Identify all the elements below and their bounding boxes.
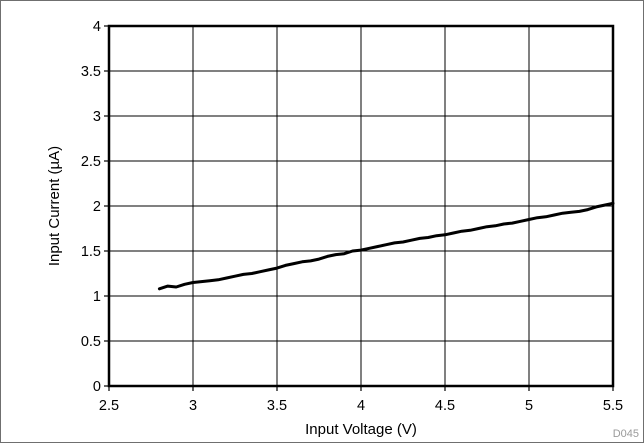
- y-tick-label: 3.5: [81, 64, 101, 80]
- series-line-1: [157, 201, 615, 291]
- x-tick-label: 3.5: [267, 398, 287, 414]
- x-tick-label: 2.5: [99, 398, 119, 414]
- y-tick-label: 3: [93, 109, 101, 125]
- plot-data: [157, 201, 615, 291]
- x-tick-label: 4.5: [435, 398, 455, 414]
- grid: [104, 25, 614, 391]
- y-tick-label: 1.5: [81, 244, 101, 260]
- y-tick-label: 0: [93, 379, 101, 395]
- y-tick-label: 4: [93, 19, 101, 35]
- plot-area-frame: [107, 24, 615, 388]
- x-tick-label: 4: [357, 398, 365, 414]
- x-tick-label: 5: [525, 398, 533, 414]
- y-tick-label: 0.5: [81, 334, 101, 350]
- x-tick-label: 3: [189, 398, 197, 414]
- x-tick-label: 5.5: [603, 398, 623, 414]
- tick-labels: 2.5 3 3.5 4 4.5 5 5.5 0 0.5 1 1.5 2 2.5 3 3.5 4: [81, 19, 623, 414]
- y-tick-label: 2: [93, 199, 101, 215]
- figure-code-label: D045: [613, 428, 639, 440]
- y-tick-label: 1: [93, 289, 101, 305]
- x-axis-title: Input Voltage (V): [305, 421, 417, 438]
- y-axis-title: Input Current (µA): [46, 146, 63, 266]
- y-tick-label: 2.5: [81, 154, 101, 170]
